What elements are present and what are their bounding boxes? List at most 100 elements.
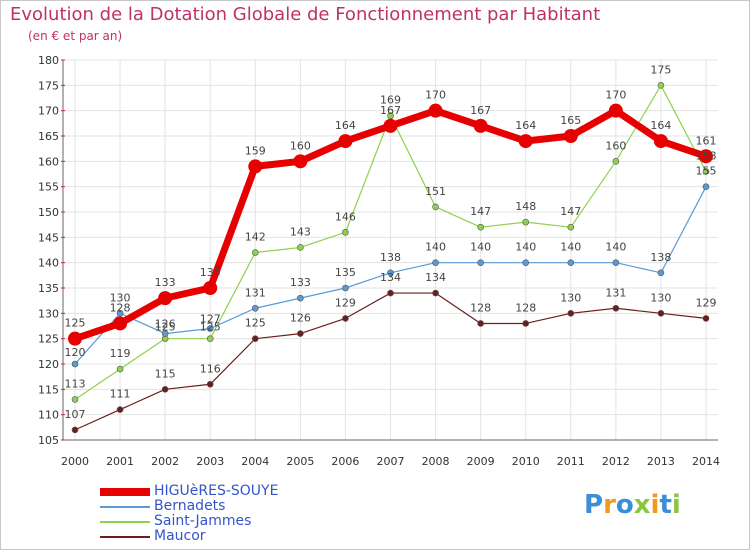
series-point-2	[71, 396, 79, 403]
x-tick-label: 2010	[512, 455, 540, 468]
series-point-2	[206, 335, 214, 342]
series-point-3	[657, 310, 665, 317]
data-label: 167	[380, 104, 401, 117]
series-point-3	[297, 330, 304, 337]
series-point-2	[297, 244, 304, 251]
series-point-3	[477, 320, 484, 327]
series-point-0	[428, 103, 443, 118]
legend-label: Saint-Jammes	[154, 513, 252, 529]
data-label: 170	[425, 89, 446, 102]
series-point-0	[563, 129, 578, 143]
legend-label: Maucor	[154, 528, 206, 544]
series-point-3	[612, 304, 620, 312]
legend-item: Bernadets	[100, 498, 360, 515]
series-point-0	[68, 331, 82, 346]
series-point-0	[473, 118, 488, 133]
series-point-3	[387, 289, 394, 297]
data-label: 138	[650, 251, 671, 264]
data-label: 128	[470, 301, 491, 314]
data-label: 140	[560, 241, 581, 254]
data-label: 147	[470, 205, 491, 218]
x-tick-label: 2009	[467, 455, 495, 468]
series-point-2	[432, 203, 439, 211]
series-point-2	[477, 223, 484, 231]
series-point-0	[293, 154, 308, 169]
data-label: 161	[696, 134, 717, 147]
data-label: 120	[65, 346, 86, 359]
data-label: 165	[560, 114, 581, 127]
data-label: 125	[65, 317, 86, 330]
data-label: 128	[110, 301, 131, 314]
data-label: 125	[155, 321, 176, 334]
data-label: 155	[696, 165, 717, 178]
series-point-3	[567, 310, 575, 317]
data-label: 130	[110, 291, 131, 304]
series-point-2	[251, 249, 259, 256]
y-tick-label: 175	[38, 79, 59, 92]
series-point-0	[248, 159, 263, 174]
series-point-1	[612, 259, 620, 266]
series-point-0	[338, 134, 353, 149]
chart-subtitle: (en € et par an)	[28, 29, 123, 43]
series-point-2	[342, 228, 349, 236]
chart-title: Evolution de la Dotation Globale de Fonc…	[10, 4, 601, 25]
x-tick-label: 2013	[647, 455, 675, 468]
legend-swatch	[100, 536, 150, 538]
series-point-2	[387, 112, 394, 120]
data-label: 127	[200, 313, 221, 326]
data-label: 175	[650, 63, 671, 76]
x-tick-label: 2007	[377, 455, 405, 468]
series-point-1	[432, 259, 439, 266]
series-point-2	[116, 365, 124, 373]
series-point-3	[161, 386, 169, 393]
data-label: 115	[155, 367, 176, 380]
data-label: 133	[290, 276, 311, 289]
data-label: 131	[245, 286, 266, 299]
series-point-2	[702, 168, 710, 175]
logo-letter: r	[603, 490, 616, 520]
data-label: 131	[605, 286, 626, 299]
y-tick-label: 125	[38, 333, 59, 346]
logo-letter: x	[633, 490, 651, 520]
legend-swatch	[100, 521, 150, 523]
series-point-0	[699, 149, 713, 164]
x-tick-label: 2014	[692, 455, 720, 468]
data-label: 134	[380, 271, 401, 284]
data-label: 140	[470, 241, 491, 254]
y-tick-label: 150	[38, 206, 59, 219]
data-label: 143	[290, 225, 311, 238]
legend-swatch	[100, 488, 150, 496]
legend-label: Bernadets	[154, 498, 226, 514]
series-point-1	[522, 259, 530, 266]
data-label: 128	[515, 301, 536, 314]
data-label: 164	[335, 119, 356, 132]
x-tick-label: 2006	[331, 455, 359, 468]
data-label: 140	[425, 241, 446, 254]
data-label: 167	[470, 104, 491, 117]
series-point-0	[203, 281, 218, 295]
y-tick-label: 140	[38, 257, 59, 270]
series-point-0	[383, 118, 398, 133]
data-label: 148	[515, 200, 536, 213]
series-point-2	[567, 223, 575, 231]
y-tick-label: 110	[38, 409, 59, 422]
series-point-3	[342, 315, 349, 322]
data-label: 140	[605, 241, 626, 254]
series-point-1	[387, 269, 394, 277]
data-label: 159	[245, 144, 266, 157]
data-label: 135	[200, 266, 221, 279]
data-label: 138	[380, 251, 401, 264]
series-point-1	[116, 310, 124, 317]
logo-letter: P	[584, 490, 604, 520]
y-tick-label: 115	[38, 383, 59, 396]
legend-item: Maucor	[100, 528, 360, 545]
series-point-1	[657, 269, 665, 277]
data-label: 113	[65, 377, 86, 390]
series-point-1	[342, 284, 349, 292]
data-label: 107	[65, 408, 86, 421]
y-tick-label: 120	[38, 358, 59, 371]
series-point-3	[71, 426, 79, 434]
series-point-3	[116, 406, 124, 413]
data-label: 151	[425, 185, 446, 198]
